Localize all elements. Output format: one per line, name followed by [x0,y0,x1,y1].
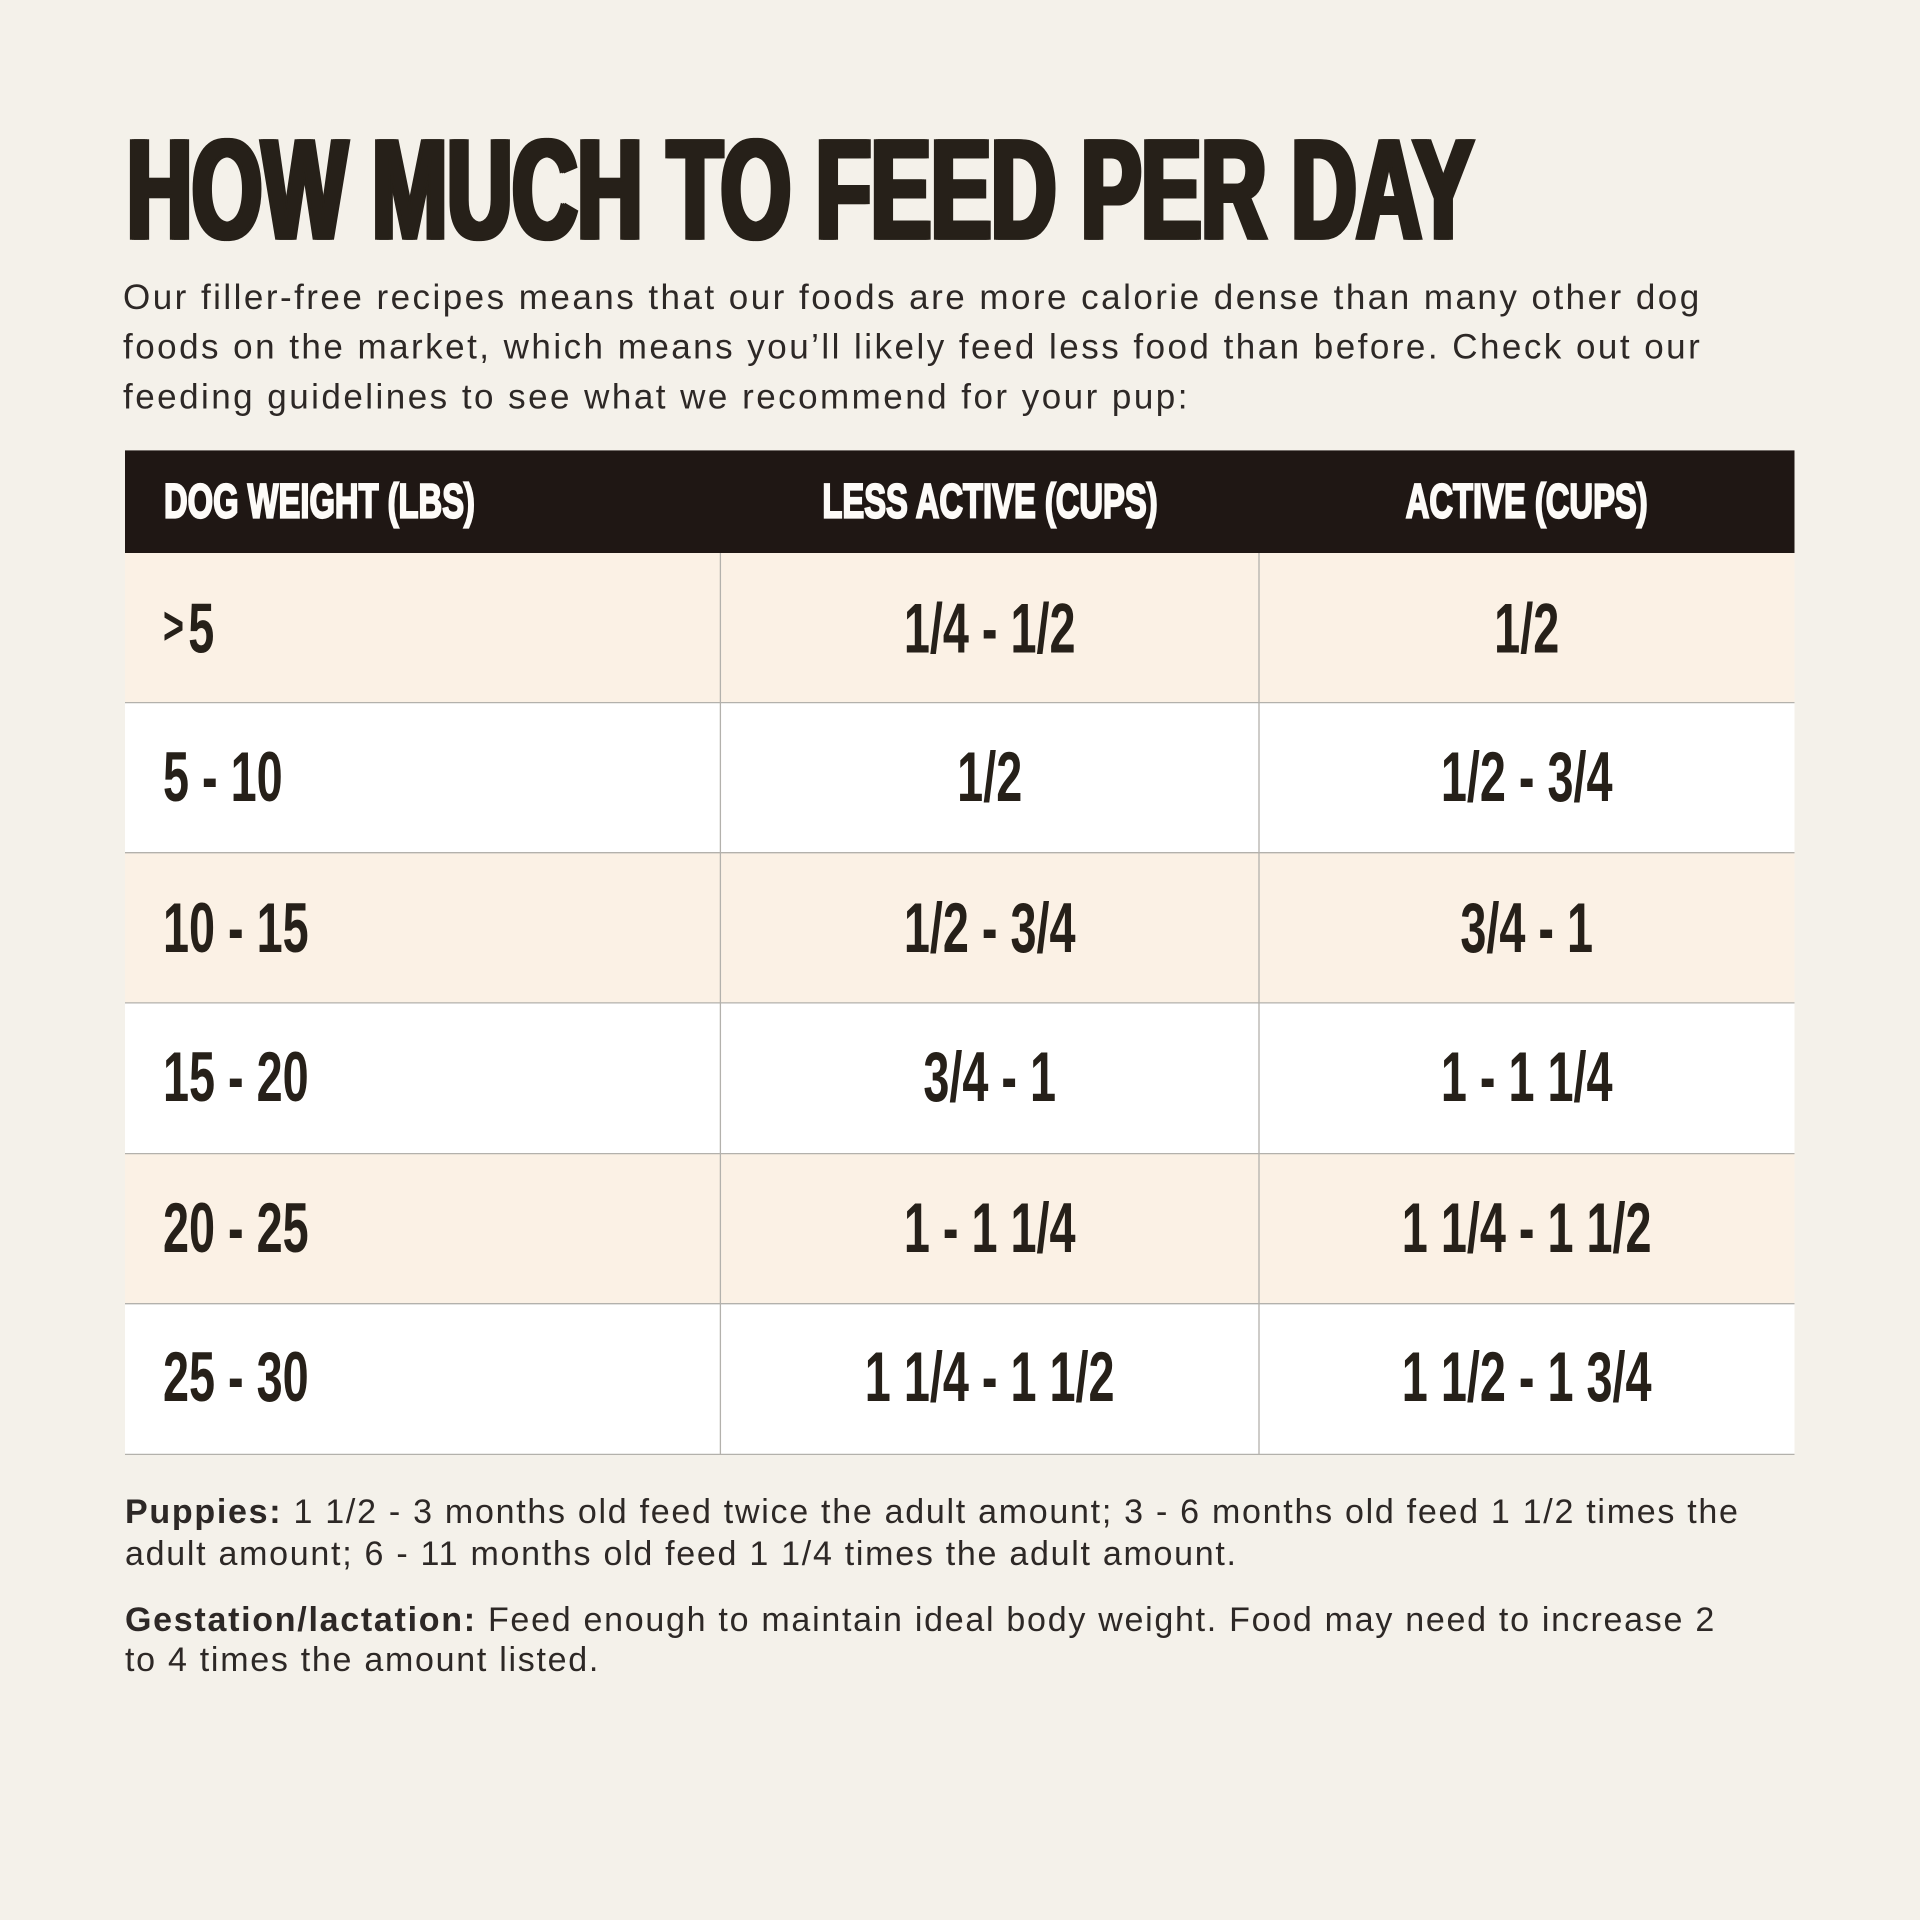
svg-text:DOG WEIGHT (LBS): DOG WEIGHT (LBS) [164,474,475,528]
svg-text:1/2: 1/2 [1494,589,1559,668]
svg-text:3/4 - 1: 3/4 - 1 [923,1038,1056,1117]
svg-text:Our filler-free recipes means: Our filler-free recipes means that our f… [123,278,1702,317]
svg-text:1 1/4 - 1 1/2: 1 1/4 - 1 1/2 [1402,1188,1652,1267]
svg-text:15 - 20: 15 - 20 [163,1038,309,1117]
svg-text:1 - 1 1/4: 1 - 1 1/4 [904,1188,1076,1267]
svg-text:foods on the market, which mea: foods on the market, which means you’ll … [123,328,1702,367]
svg-text:LESS ACTIVE (CUPS): LESS ACTIVE (CUPS) [822,474,1157,528]
svg-text:20 - 25: 20 - 25 [163,1188,309,1267]
svg-text:1 - 1 1/4: 1 - 1 1/4 [1441,1038,1613,1117]
svg-text:feeding guidelines to see what: feeding guidelines to see what we recomm… [123,378,1190,417]
svg-text:1/2 - 3/4: 1/2 - 3/4 [904,888,1076,967]
svg-text:adult amount; 6 - 11 months ol: adult amount; 6 - 11 months old feed 1 1… [125,1535,1238,1573]
svg-text:Gestation/lactation: Feed enou: Gestation/lactation: Feed enough to main… [125,1601,1716,1639]
svg-text:1/2: 1/2 [957,738,1022,817]
svg-text:ACTIVE (CUPS): ACTIVE (CUPS) [1406,474,1648,528]
svg-text:5 - 10: 5 - 10 [163,738,283,817]
svg-text:to 4 times the amount listed.: to 4 times the amount listed. [125,1641,600,1679]
svg-text:3/4 - 1: 3/4 - 1 [1460,888,1593,967]
svg-text:1 1/2 - 1 3/4: 1 1/2 - 1 3/4 [1402,1338,1652,1417]
svg-text:10 - 15: 10 - 15 [163,888,309,967]
svg-text:1/4 - 1/2: 1/4 - 1/2 [904,589,1076,668]
svg-text:25 - 30: 25 - 30 [163,1338,309,1417]
svg-text:>5: >5 [163,589,214,668]
svg-text:1/2 - 3/4: 1/2 - 3/4 [1441,738,1613,817]
svg-text:Puppies: 1 1/2 - 3 months old: Puppies: 1 1/2 - 3 months old feed twice… [125,1493,1740,1531]
svg-text:1 1/4 - 1 1/2: 1 1/4 - 1 1/2 [865,1338,1115,1417]
